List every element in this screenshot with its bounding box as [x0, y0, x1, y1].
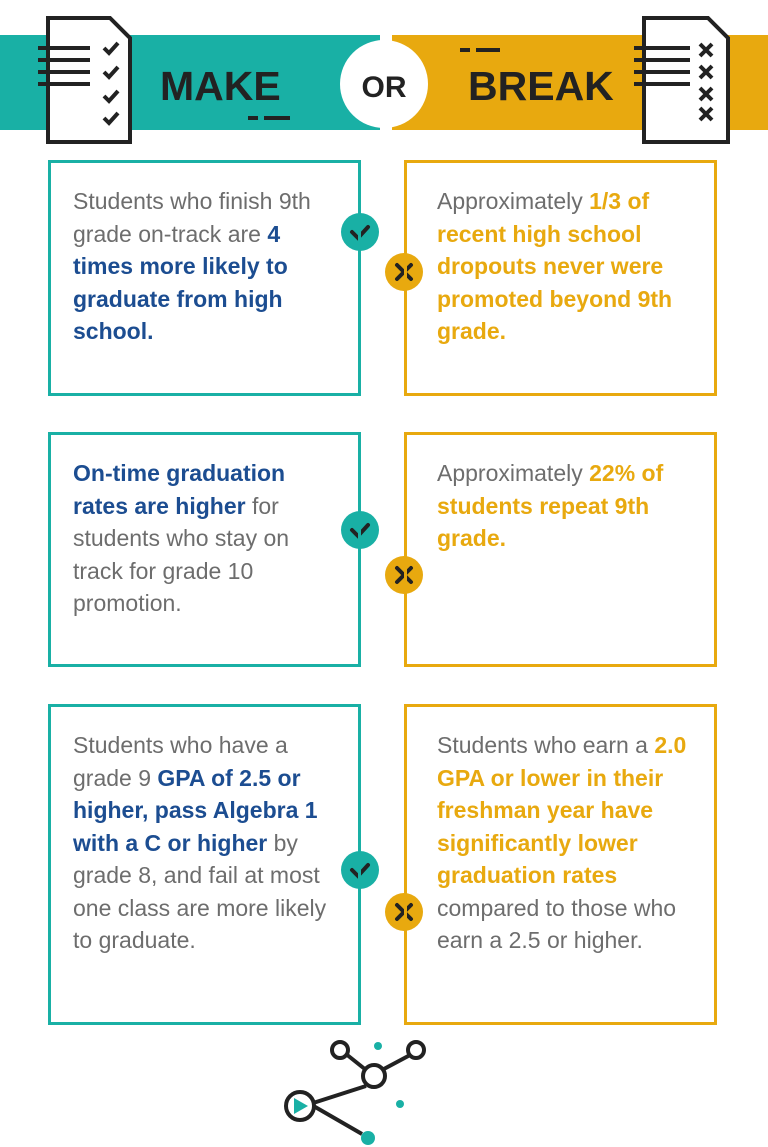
make-card: Students who finish 9th grade on-track a… — [48, 160, 361, 396]
crosslist-icon — [642, 16, 730, 144]
body-text: for students who stay on track for grade… — [73, 492, 290, 617]
highlight-text: On-time graduation rates are higher — [73, 460, 286, 519]
body-text: by grade 8, and fail at most one class a… — [73, 829, 327, 954]
highlight-text: 22% of students repeat 9th grade. — [437, 460, 664, 551]
body-text: Students who have a grade 9 — [73, 732, 288, 791]
body-text: Students who finish 9th grade on-track a… — [73, 188, 311, 247]
make-card: Students who have a grade 9 GPA of 2.5 o… — [48, 704, 361, 1025]
highlight-text: 4 times more likely to graduate from hig… — [73, 220, 288, 345]
or-label: OR — [362, 71, 407, 104]
or-circle — [340, 40, 428, 128]
highlight-text: GPA of 2.5 or higher, pass Algebra 1 wit… — [73, 764, 318, 856]
highlight-text: 2.0 GPA or lower in their freshman year … — [437, 732, 687, 888]
checklist-icon — [46, 16, 132, 144]
break-card: Approximately 22% of students repeat 9th… — [404, 432, 717, 667]
make-label: MAKE — [160, 63, 281, 109]
break-label: BREAK — [468, 63, 614, 109]
body-text: Students who earn a — [437, 732, 655, 758]
break-card: Approximately 1/3 of recent high school … — [404, 160, 717, 396]
highlight-text: 1/3 of recent high school dropouts never… — [437, 188, 673, 344]
checklist-lines — [38, 41, 290, 126]
make-card: On-time graduation rates are higher for … — [48, 432, 361, 667]
crosslist-lines — [460, 42, 714, 122]
break-card: Students who earn a 2.0 GPA or lower in … — [404, 704, 717, 1025]
network-icon — [284, 1040, 426, 1145]
body-text: Approximately — [437, 188, 590, 214]
body-text: Approximately — [437, 460, 590, 486]
body-text: compared to those who earn a 2.5 or high… — [437, 894, 677, 954]
